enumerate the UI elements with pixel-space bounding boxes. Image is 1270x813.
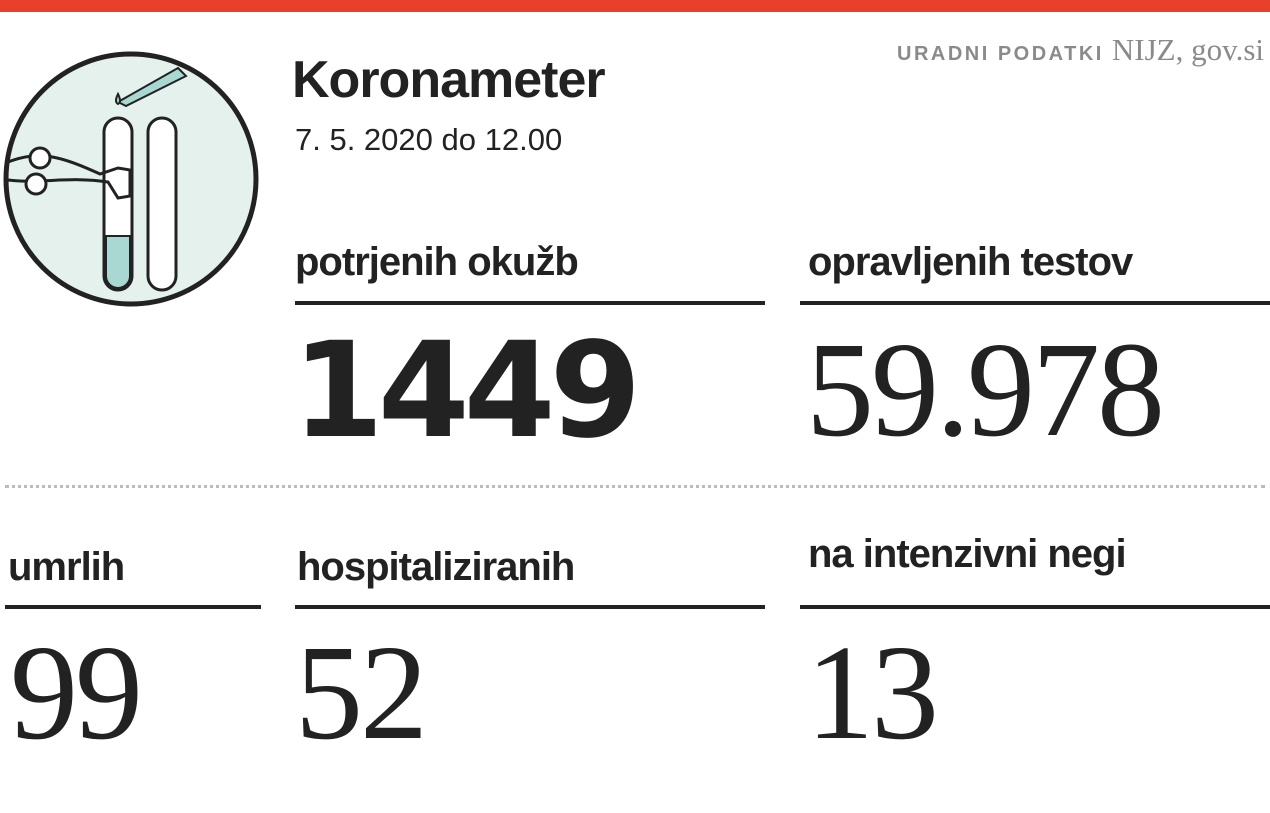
stat-label: na intenzivni negi	[808, 532, 1127, 576]
title: Koronameter	[292, 51, 606, 109]
stat-value: 59.978	[806, 315, 1165, 465]
source: URADNI PODATKI NIJZ, gov.si	[897, 32, 1264, 68]
rule	[295, 301, 765, 305]
divider	[5, 485, 1265, 488]
stat-label: potrjenih okužb	[295, 240, 579, 284]
rule	[295, 605, 765, 609]
stat-value: 52	[295, 618, 428, 768]
rule	[800, 605, 1270, 609]
illustration	[3, 51, 259, 307]
source-label: URADNI PODATKI	[897, 43, 1104, 65]
stat-label: umrlih	[8, 545, 125, 589]
stat-label: opravljenih testov	[808, 240, 1133, 284]
rule	[800, 301, 1270, 305]
stat-value: 99	[10, 618, 143, 768]
stat-label: hospitaliziranih	[297, 545, 575, 589]
rule	[5, 605, 261, 609]
source-name: NIJZ, gov.si	[1111, 32, 1264, 67]
stat-value: 1449	[292, 314, 641, 468]
date: 7. 5. 2020 do 12.00	[295, 122, 563, 157]
top-bar	[0, 0, 1270, 12]
stat-value: 13	[806, 618, 939, 768]
